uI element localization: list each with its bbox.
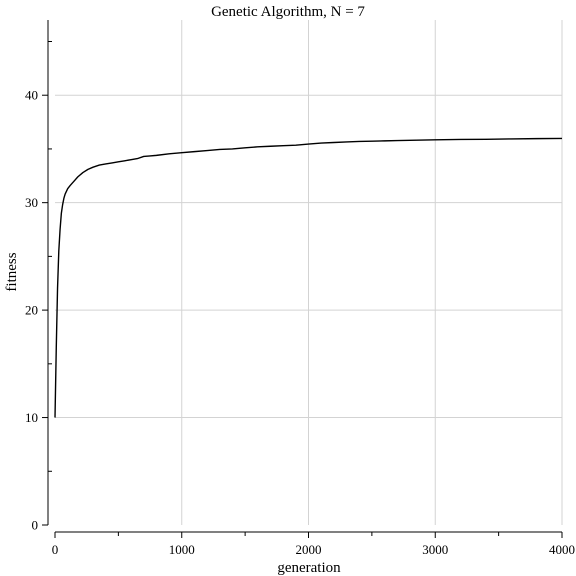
fitness-series-line [54, 137, 563, 418]
x-axis-label: generation [277, 560, 341, 576]
ticks: 0 1000 2000 3000 4000 0 10 20 30 40 [25, 40, 575, 557]
y-tick-label: 30 [25, 195, 38, 210]
axes [47, 20, 562, 533]
chart-title: Genetic Algorithm, N = 7 [211, 4, 365, 20]
y-tick-label: 40 [25, 88, 38, 103]
y-tick-label: 10 [25, 410, 38, 425]
x-tick-label: 2000 [296, 542, 322, 557]
y-tick-label: 0 [32, 518, 39, 533]
x-tick-label: 1000 [169, 542, 195, 557]
y-tick-label: 20 [25, 303, 38, 318]
x-tick-label: 4000 [549, 542, 575, 557]
grid [55, 20, 563, 525]
x-tick-label: 0 [52, 542, 59, 557]
y-axis-label: fitness [4, 252, 20, 291]
x-tick-label: 3000 [422, 542, 448, 557]
series [54, 137, 563, 418]
